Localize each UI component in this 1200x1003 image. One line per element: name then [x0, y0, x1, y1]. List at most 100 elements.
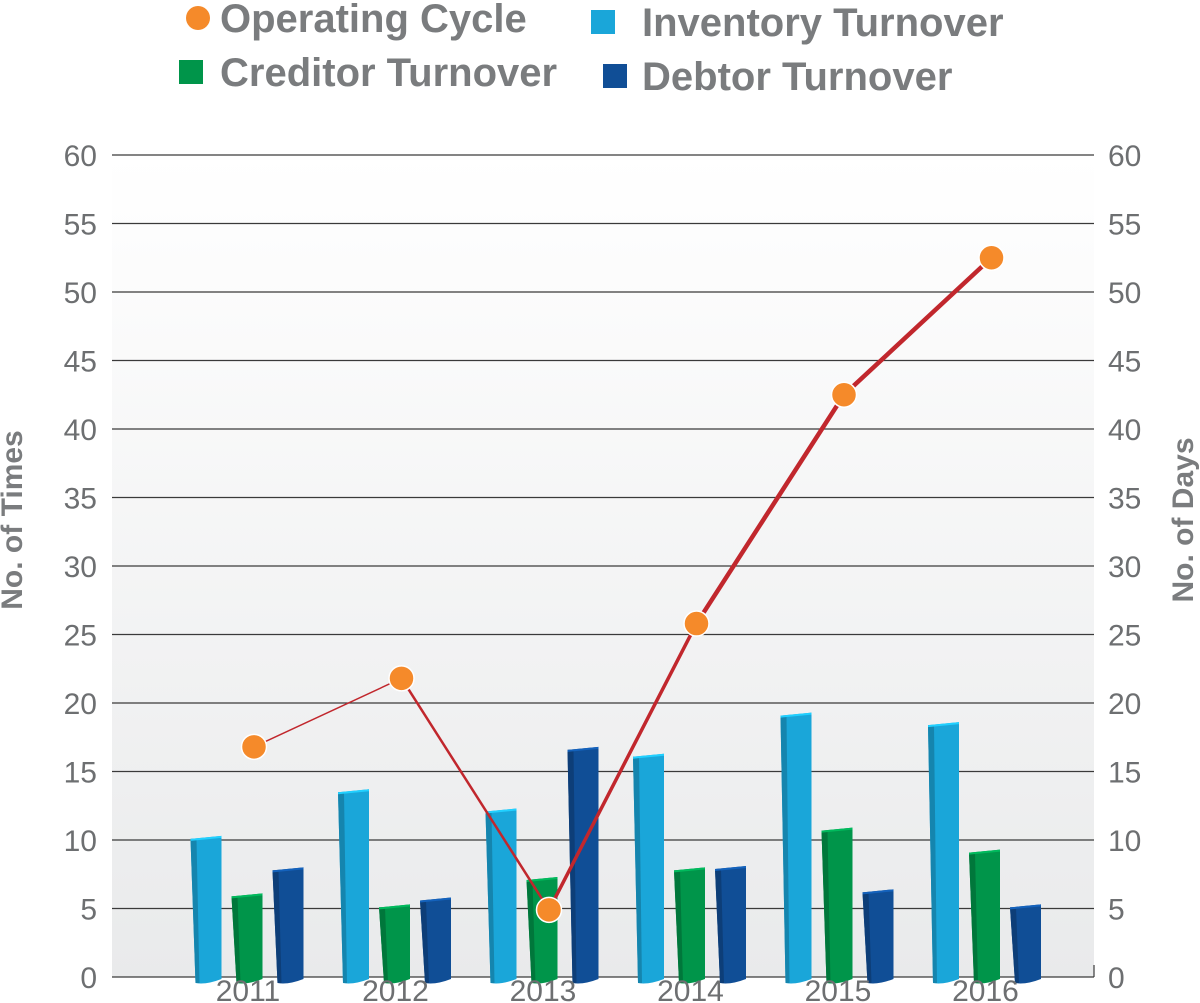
right-tick-label: 45 — [1108, 346, 1141, 379]
right-tick-label: 25 — [1108, 620, 1141, 653]
right-tick-label: 50 — [1108, 277, 1141, 310]
bar-side — [969, 852, 978, 983]
bar-debtor-turnover-2012 — [420, 897, 451, 984]
left-tick-label: 45 — [64, 346, 97, 379]
bar-side — [780, 715, 790, 983]
line-point-2016 — [978, 244, 1005, 271]
left-tick-label: 0 — [80, 962, 97, 995]
bar-cap — [969, 849, 1000, 855]
bar-side — [526, 879, 536, 983]
bar-cap — [379, 904, 410, 910]
legend-item-creditor-turnover: Creditor Turnover — [179, 51, 557, 95]
bar-side — [190, 838, 200, 983]
legend: Operating Cycle Inventory Turnover Credito… — [179, 0, 1004, 99]
line-point-2014 — [683, 610, 710, 637]
line-segment — [253, 677, 403, 748]
x-tick-label: 2011 — [216, 975, 281, 1003]
left-tick-label: 35 — [64, 483, 97, 516]
legend-marker — [186, 6, 210, 30]
right-tick-label: 55 — [1108, 209, 1141, 242]
bar-cap — [928, 722, 959, 728]
right-axis-title: No. of Days — [1167, 437, 1200, 602]
bar-creditor-turnover-2014 — [674, 867, 705, 984]
legend-marker — [603, 64, 627, 88]
bar-cap — [821, 827, 853, 833]
x-axis-labels: 2011 2012 2013 2014 2015 2016 — [216, 975, 1019, 1003]
left-tick-label: 40 — [64, 414, 97, 447]
bar-side — [272, 870, 282, 983]
operating-cycle-line — [240, 244, 1005, 924]
legend-marker — [591, 10, 615, 34]
bar-cap — [338, 789, 369, 795]
bar-creditor-turnover-2015 — [821, 827, 853, 984]
line-segment — [547, 621, 699, 912]
bar-side — [928, 725, 937, 983]
bar-side — [485, 811, 495, 983]
legend-label: Operating Cycle — [220, 0, 527, 41]
line-segment — [694, 392, 847, 626]
bar-debtor-turnover-2014 — [715, 866, 746, 984]
bar-inventory-turnover-2015 — [780, 712, 812, 984]
line-segment — [400, 677, 551, 912]
bar-cap — [633, 753, 664, 759]
line-point-2015 — [830, 381, 858, 408]
bar-side — [821, 830, 831, 983]
bar-side — [633, 756, 642, 983]
bar-cap — [715, 866, 746, 872]
bar-creditor-turnover-2013 — [526, 876, 558, 984]
legend-marker — [179, 60, 203, 84]
bar-cap — [1010, 904, 1041, 910]
x-tick-label: 2013 — [510, 975, 577, 1003]
line-point-2012 — [388, 665, 415, 692]
legend-label: Creditor Turnover — [220, 51, 557, 95]
line-segment — [841, 255, 994, 397]
right-tick-label: 20 — [1108, 688, 1141, 721]
left-tick-label: 55 — [64, 209, 97, 242]
bar-cap — [674, 867, 705, 873]
bar-cap — [485, 808, 517, 814]
left-tick-label: 30 — [64, 551, 97, 584]
right-tick-label: 15 — [1108, 757, 1141, 790]
bar-cap — [272, 867, 304, 873]
bar-cap — [526, 876, 558, 882]
left-tick-label: 25 — [64, 620, 97, 653]
bar-inventory-turnover-2012 — [338, 789, 369, 984]
legend-label: Inventory Turnover — [642, 1, 1004, 45]
x-tick-label: 2012 — [362, 975, 429, 1003]
line-point-2011 — [240, 733, 268, 761]
x-tick-label: 2015 — [805, 975, 872, 1003]
bar-cap — [190, 835, 222, 841]
gridlines — [112, 154, 1095, 978]
left-tick-label: 15 — [64, 757, 97, 790]
bar-side — [1010, 907, 1019, 983]
left-tick-label: 50 — [64, 277, 97, 310]
bar-inventory-turnover-2013 — [485, 808, 517, 984]
right-tick-label: 30 — [1108, 551, 1141, 584]
bar-cap — [862, 889, 894, 895]
line-point-2013 — [535, 896, 563, 924]
right-axis-ticks: 0 5 10 15 20 25 30 35 40 45 50 55 60 — [1108, 140, 1141, 995]
legend-item-debtor-turnover: Debtor Turnover — [603, 55, 952, 99]
bar-creditor-turnover-2012 — [379, 904, 410, 984]
x-tick-label: 2016 — [952, 975, 1019, 1003]
right-tick-label: 60 — [1108, 140, 1141, 173]
bar-side — [231, 896, 241, 983]
bar-cap — [780, 712, 812, 718]
bars — [190, 712, 1041, 984]
left-tick-label: 60 — [64, 140, 97, 173]
right-tick-label: 0 — [1108, 962, 1125, 995]
left-tick-label: 10 — [64, 825, 97, 858]
left-tick-label: 5 — [80, 894, 97, 927]
bar-cap — [567, 746, 599, 752]
bar-creditor-turnover-2011 — [231, 893, 263, 984]
legend-item-inventory-turnover: Inventory Turnover — [591, 1, 1004, 45]
left-tick-label: 20 — [64, 688, 97, 721]
legend-item-operating-cycle: Operating Cycle — [186, 0, 527, 41]
bar-side — [862, 892, 872, 983]
right-tick-label: 5 — [1108, 894, 1125, 927]
bar-side — [379, 907, 388, 983]
bar-cap — [420, 897, 451, 903]
bar-creditor-turnover-2016 — [969, 849, 1000, 984]
right-tick-label: 10 — [1108, 825, 1141, 858]
